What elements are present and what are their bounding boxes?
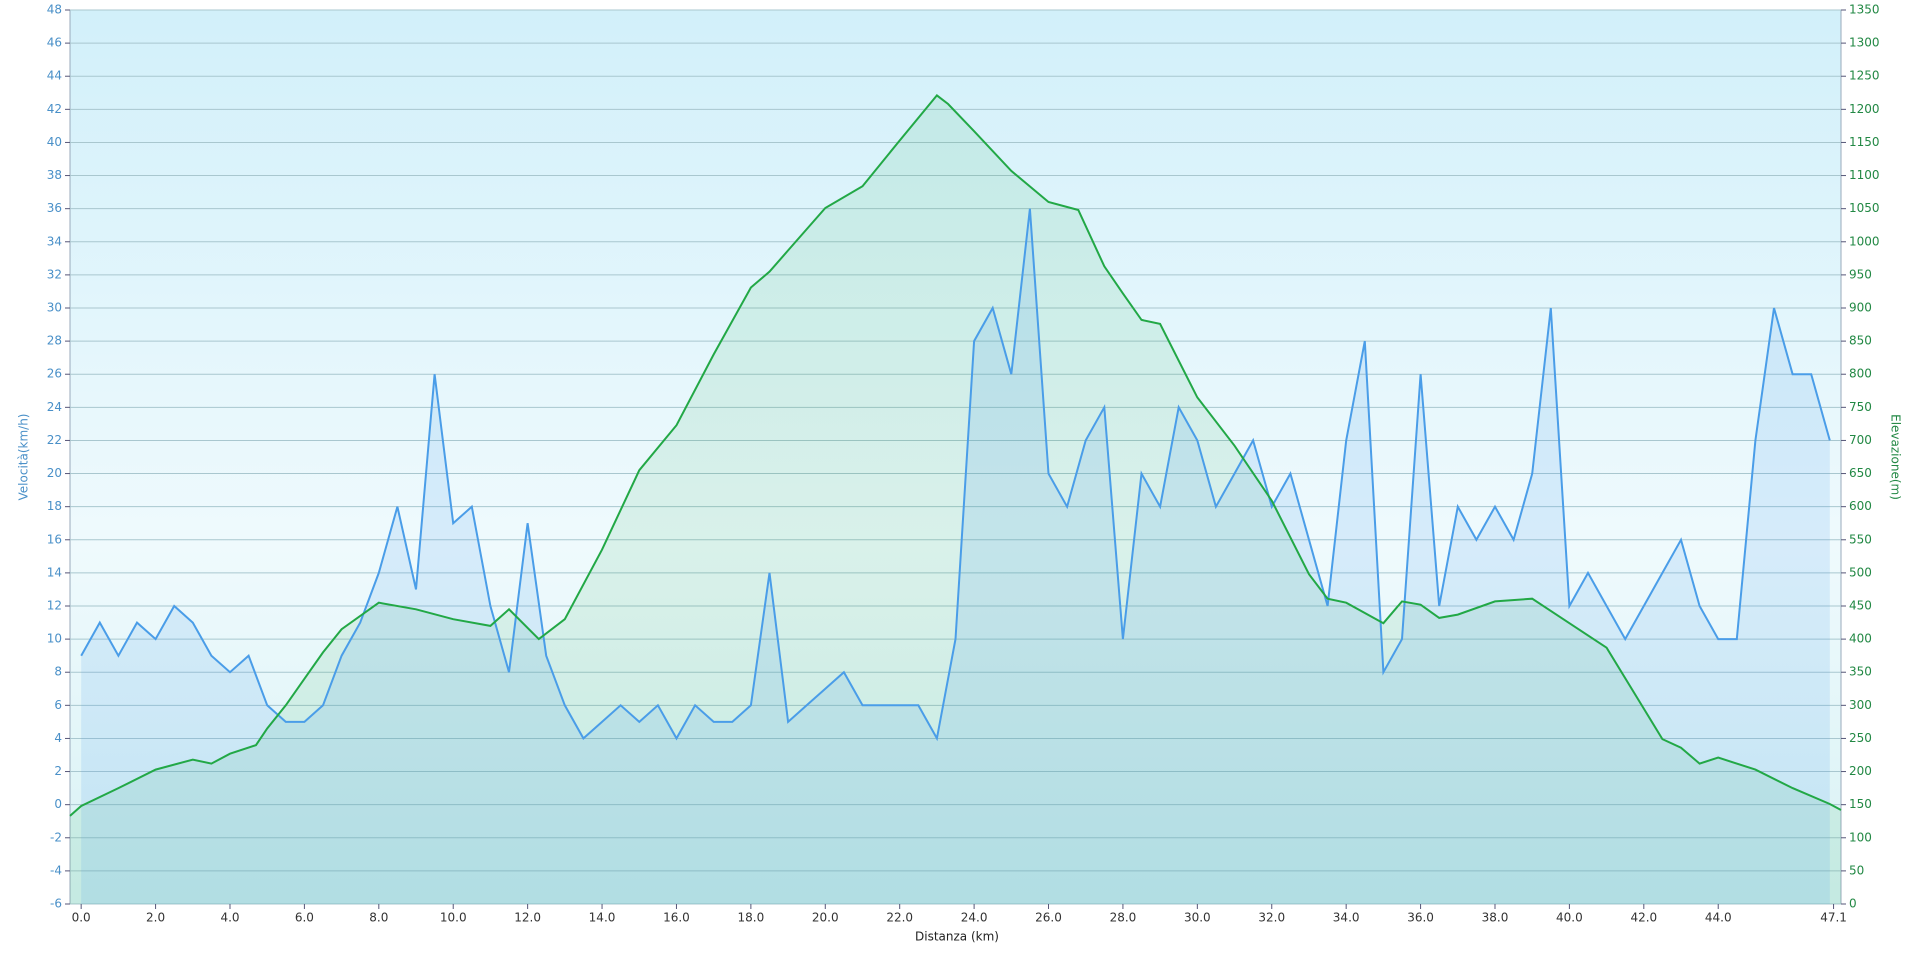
- y2-tick-label: 550: [1849, 532, 1872, 546]
- x-axis-label: Distanza (km): [915, 930, 999, 944]
- y-tick-label: 22: [47, 433, 62, 447]
- y-tick-label: 34: [47, 234, 62, 248]
- series-line: [69, 94, 1842, 817]
- y2-tick-label: 0: [1849, 897, 1857, 911]
- y-tick-label: -4: [50, 863, 62, 877]
- y2-tick-label: 200: [1849, 764, 1872, 778]
- y-tick-label: 46: [47, 36, 62, 50]
- x-tick-label: 40.0: [1556, 911, 1583, 925]
- y2-tick-label: 650: [1849, 466, 1872, 480]
- x-tick-label: 32.0: [1258, 911, 1285, 925]
- x-tick-label: 14.0: [589, 911, 616, 925]
- y-tick-label: 28: [47, 334, 62, 348]
- y2-tick-label: 950: [1849, 267, 1872, 281]
- x-tick-label: 30.0: [1184, 911, 1211, 925]
- y2-tick-label: 500: [1849, 565, 1872, 579]
- y2-tick-label: 400: [1849, 632, 1872, 646]
- y-tick-label: 30: [47, 301, 62, 315]
- y-tick-label: 0: [54, 797, 62, 811]
- y2-tick-label: 1150: [1849, 135, 1880, 149]
- y2-tick-label: 1350: [1849, 3, 1880, 17]
- y2-tick-label: 50: [1849, 863, 1864, 877]
- x-tick-label: 24.0: [961, 911, 988, 925]
- y2-tick-label: 250: [1849, 731, 1872, 745]
- y-tick-label: 20: [47, 466, 62, 480]
- y2-tick-label: 150: [1849, 797, 1872, 811]
- x-tick-label: 47.1: [1820, 911, 1847, 925]
- x-tick-label: 38.0: [1482, 911, 1509, 925]
- y-tick-label: 24: [47, 400, 62, 414]
- y2-tick-label: 600: [1849, 499, 1872, 513]
- y-tick-label: 2: [54, 764, 62, 778]
- x-tick-label: 12.0: [514, 911, 541, 925]
- x-tick-label: 6.0: [295, 911, 314, 925]
- x-tick-label: 16.0: [663, 911, 690, 925]
- x-tick-label: 8.0: [369, 911, 388, 925]
- x-tick-label: 2.0: [146, 911, 165, 925]
- y-tick-label: 48: [47, 3, 62, 17]
- y2-tick-label: 750: [1849, 400, 1872, 414]
- y-tick-label: 10: [47, 632, 62, 646]
- y2-axis-label: Elevazione(m): [1889, 414, 1903, 500]
- y-tick-label: 42: [47, 102, 62, 116]
- x-tick-label: 44.0: [1705, 911, 1732, 925]
- y-tick-label: 18: [47, 499, 62, 513]
- y-tick-label: 44: [47, 69, 62, 83]
- x-tick-label: 34.0: [1333, 911, 1360, 925]
- area-fill: [70, 95, 1841, 904]
- y2-tick-label: 800: [1849, 367, 1872, 381]
- x-tick-label: 20.0: [812, 911, 839, 925]
- area-fill: [81, 208, 1830, 904]
- y-tick-label: 32: [47, 267, 62, 281]
- x-tick-label: 22.0: [886, 911, 913, 925]
- y2-tick-label: 850: [1849, 334, 1872, 348]
- y2-tick-label: 1200: [1849, 102, 1880, 116]
- y-tick-label: 14: [47, 565, 62, 579]
- series-line: [80, 208, 1831, 742]
- y2-tick-label: 350: [1849, 665, 1872, 679]
- y-tick-label: 16: [47, 532, 62, 546]
- y2-tick-label: 1050: [1849, 201, 1880, 215]
- y-tick-label: 4: [54, 731, 62, 745]
- y2-tick-label: 1000: [1849, 234, 1880, 248]
- y-tick-label: -6: [50, 897, 62, 911]
- x-tick-label: 10.0: [440, 911, 467, 925]
- x-tick-label: 4.0: [220, 911, 239, 925]
- y2-tick-label: 100: [1849, 830, 1872, 844]
- y2-tick-label: 1300: [1849, 36, 1880, 50]
- y2-tick-label: 1100: [1849, 168, 1880, 182]
- y-tick-label: 38: [47, 168, 62, 182]
- x-tick-label: 18.0: [738, 911, 765, 925]
- x-tick-label: 42.0: [1630, 911, 1657, 925]
- y2-tick-label: 300: [1849, 698, 1872, 712]
- x-tick-label: 26.0: [1035, 911, 1062, 925]
- y2-tick-label: 1250: [1849, 69, 1880, 83]
- y-tick-label: 26: [47, 367, 62, 381]
- y2-tick-label: 700: [1849, 433, 1872, 447]
- y-tick-label: 40: [47, 135, 62, 149]
- y2-tick-label: 450: [1849, 599, 1872, 613]
- x-tick-label: 0.0: [72, 911, 91, 925]
- y-tick-label: 36: [47, 201, 62, 215]
- plot-area: [69, 9, 1842, 905]
- y-axis-label: Velocità(km/h): [17, 414, 31, 501]
- x-tick-label: 36.0: [1407, 911, 1434, 925]
- y-tick-label: 8: [54, 665, 62, 679]
- x-tick-label: 28.0: [1110, 911, 1137, 925]
- y-tick-label: -2: [50, 830, 62, 844]
- y-tick-label: 6: [54, 698, 62, 712]
- y2-tick-label: 900: [1849, 301, 1872, 315]
- y-tick-label: 12: [47, 599, 62, 613]
